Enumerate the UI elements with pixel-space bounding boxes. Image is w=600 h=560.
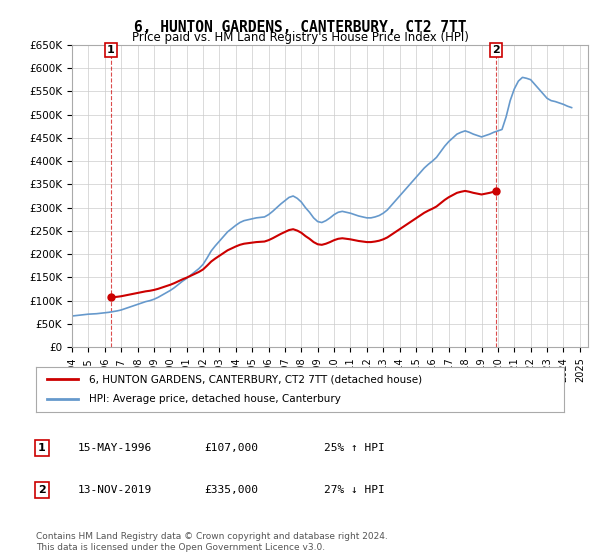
Text: 2: 2 xyxy=(492,45,500,55)
Text: 2: 2 xyxy=(38,485,46,495)
Text: £335,000: £335,000 xyxy=(204,485,258,495)
Text: 13-NOV-2019: 13-NOV-2019 xyxy=(78,485,152,495)
Text: Contains HM Land Registry data © Crown copyright and database right 2024.
This d: Contains HM Land Registry data © Crown c… xyxy=(36,532,388,552)
Text: 15-MAY-1996: 15-MAY-1996 xyxy=(78,443,152,453)
Text: HPI: Average price, detached house, Canterbury: HPI: Average price, detached house, Cant… xyxy=(89,394,341,404)
Text: Price paid vs. HM Land Registry's House Price Index (HPI): Price paid vs. HM Land Registry's House … xyxy=(131,31,469,44)
Text: 27% ↓ HPI: 27% ↓ HPI xyxy=(324,485,385,495)
Text: £107,000: £107,000 xyxy=(204,443,258,453)
Text: 25% ↑ HPI: 25% ↑ HPI xyxy=(324,443,385,453)
Text: 6, HUNTON GARDENS, CANTERBURY, CT2 7TT: 6, HUNTON GARDENS, CANTERBURY, CT2 7TT xyxy=(134,20,466,35)
Text: 1: 1 xyxy=(107,45,115,55)
Text: 1: 1 xyxy=(38,443,46,453)
Text: 6, HUNTON GARDENS, CANTERBURY, CT2 7TT (detached house): 6, HUNTON GARDENS, CANTERBURY, CT2 7TT (… xyxy=(89,374,422,384)
